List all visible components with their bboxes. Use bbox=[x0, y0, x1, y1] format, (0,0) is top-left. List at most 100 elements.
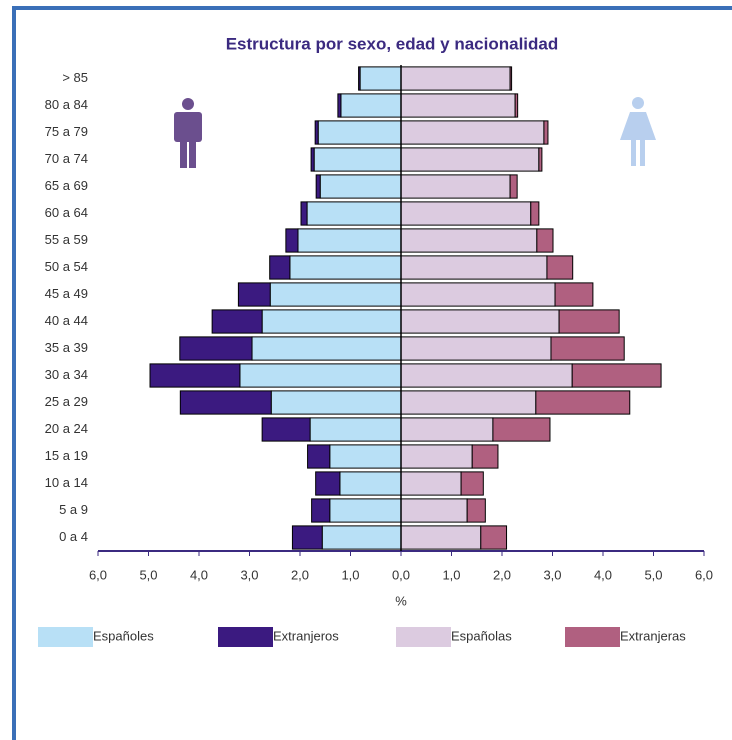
x-tick-label: 6,0 bbox=[695, 567, 713, 582]
bar bbox=[400, 201, 532, 226]
bar bbox=[543, 120, 549, 145]
x-tick-label: 1,0 bbox=[341, 567, 359, 582]
woman-icon bbox=[620, 97, 656, 166]
bar bbox=[261, 417, 311, 442]
bar bbox=[237, 282, 271, 307]
y-tick-label: 0 a 4 bbox=[59, 529, 88, 544]
bar bbox=[538, 147, 543, 172]
bar bbox=[314, 120, 319, 145]
x-tick-label: 3,0 bbox=[543, 567, 561, 582]
bar bbox=[297, 228, 402, 253]
bar bbox=[400, 390, 537, 415]
bar bbox=[400, 525, 482, 550]
y-tick-label: 60 a 64 bbox=[45, 205, 88, 220]
bar bbox=[400, 255, 548, 280]
bar bbox=[514, 93, 519, 118]
y-tick-label: > 85 bbox=[62, 70, 88, 85]
bar bbox=[317, 120, 402, 145]
legend-label: Extranjeras bbox=[620, 628, 686, 643]
bar bbox=[400, 228, 538, 253]
y-tick-label: 40 a 44 bbox=[45, 313, 88, 328]
y-tick-label: 35 a 39 bbox=[45, 340, 88, 355]
x-tick-label: 5,0 bbox=[644, 567, 662, 582]
bar bbox=[400, 444, 473, 469]
chart-title: Estructura por sexo, edad y nacionalidad bbox=[226, 34, 559, 53]
bar bbox=[340, 93, 402, 118]
bar bbox=[554, 282, 594, 307]
y-tick-label: 15 a 19 bbox=[45, 448, 88, 463]
bar bbox=[251, 336, 402, 361]
x-tick-label: 4,0 bbox=[594, 567, 612, 582]
bar bbox=[400, 363, 573, 388]
bar bbox=[400, 174, 511, 199]
x-tick-label: 5,0 bbox=[139, 567, 157, 582]
y-tick-label: 20 a 24 bbox=[45, 421, 88, 436]
bar bbox=[400, 417, 494, 442]
legend-swatch bbox=[218, 627, 273, 647]
bar bbox=[300, 201, 308, 226]
x-tick-label: 2,0 bbox=[493, 567, 511, 582]
x-tick-label: 6,0 bbox=[89, 567, 107, 582]
bar bbox=[400, 120, 545, 145]
y-tick-label: 50 a 54 bbox=[45, 259, 88, 274]
bar bbox=[329, 498, 402, 523]
bar bbox=[400, 147, 540, 172]
bar bbox=[307, 444, 331, 469]
bar bbox=[337, 93, 342, 118]
y-tick-label: 30 a 34 bbox=[45, 367, 88, 382]
bar bbox=[535, 390, 631, 415]
x-axis-label: % bbox=[395, 593, 407, 608]
bar bbox=[311, 498, 331, 523]
bar bbox=[492, 417, 551, 442]
bar bbox=[319, 174, 402, 199]
y-tick-label: 80 a 84 bbox=[45, 97, 88, 112]
legend-swatch bbox=[396, 627, 451, 647]
bar bbox=[306, 201, 402, 226]
bar bbox=[509, 66, 513, 91]
bar bbox=[571, 363, 662, 388]
bar bbox=[400, 282, 556, 307]
x-tick-label: 4,0 bbox=[190, 567, 208, 582]
y-tick-label: 70 a 74 bbox=[45, 151, 88, 166]
bar bbox=[480, 525, 508, 550]
bar bbox=[471, 444, 499, 469]
bar bbox=[315, 471, 341, 496]
x-tick-label: 3,0 bbox=[240, 567, 258, 582]
bar bbox=[400, 309, 560, 334]
bar bbox=[289, 255, 402, 280]
man-icon bbox=[174, 98, 202, 168]
bar bbox=[358, 66, 361, 91]
bar bbox=[400, 471, 462, 496]
bar bbox=[400, 93, 516, 118]
bar bbox=[309, 417, 402, 442]
bar bbox=[269, 255, 291, 280]
bar bbox=[509, 174, 518, 199]
bar bbox=[269, 282, 402, 307]
bar bbox=[321, 525, 402, 550]
y-tick-label: 75 a 79 bbox=[45, 124, 88, 139]
x-tick-label: 2,0 bbox=[291, 567, 309, 582]
bar bbox=[400, 66, 511, 91]
y-tick-label: 45 a 49 bbox=[45, 286, 88, 301]
x-tick-label: 1,0 bbox=[442, 567, 460, 582]
bar bbox=[460, 471, 484, 496]
bar bbox=[239, 363, 402, 388]
bar bbox=[179, 336, 253, 361]
y-tick-label: 25 a 29 bbox=[45, 394, 88, 409]
bar bbox=[400, 336, 552, 361]
bar bbox=[261, 309, 402, 334]
legend-label: Españolas bbox=[451, 628, 512, 643]
bar bbox=[149, 363, 241, 388]
y-tick-label: 55 a 59 bbox=[45, 232, 88, 247]
bar bbox=[558, 309, 620, 334]
bar bbox=[536, 228, 554, 253]
bar bbox=[310, 147, 315, 172]
bar bbox=[285, 228, 299, 253]
y-tick-label: 5 a 9 bbox=[59, 502, 88, 517]
legend-label: Extranjeros bbox=[273, 628, 339, 643]
legend-swatch bbox=[38, 627, 93, 647]
bar bbox=[270, 390, 402, 415]
bar bbox=[466, 498, 486, 523]
bar bbox=[339, 471, 402, 496]
